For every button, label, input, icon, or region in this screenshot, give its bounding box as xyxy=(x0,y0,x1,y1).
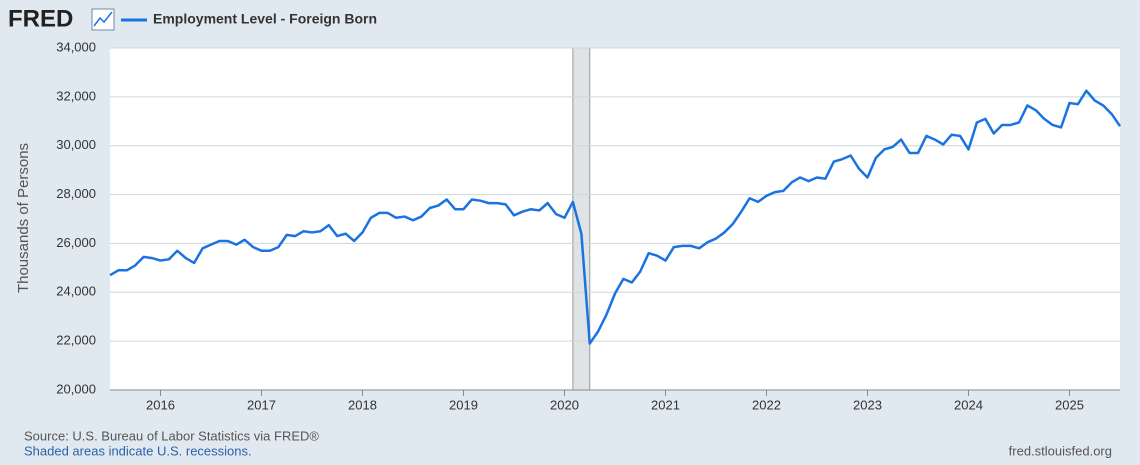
x-tick-label: 2020 xyxy=(550,397,579,412)
y-tick-label: 34,000 xyxy=(56,39,96,54)
y-axis-title: Thousands of Persons xyxy=(15,143,32,293)
recession-band xyxy=(572,47,591,391)
legend-label: Employment Level - Foreign Born xyxy=(153,11,377,27)
logo: FRED xyxy=(8,5,73,32)
logo-icon xyxy=(91,8,115,31)
x-tick-label: 2017 xyxy=(247,397,276,412)
site: fred.stlouisfed.org xyxy=(1009,443,1112,458)
x-tick-label: 2019 xyxy=(449,397,478,412)
y-tick-label: 32,000 xyxy=(56,88,96,103)
x-tick-label: 2018 xyxy=(348,397,377,412)
series-line xyxy=(109,89,1122,345)
y-tick-label: 30,000 xyxy=(56,137,96,152)
x-tick-label: 2022 xyxy=(752,397,781,412)
plot-area xyxy=(110,48,1120,390)
x-tick-label: 2023 xyxy=(853,397,882,412)
y-tick-label: 20,000 xyxy=(56,381,96,396)
y-tick-label: 22,000 xyxy=(56,333,96,348)
x-tick-label: 2016 xyxy=(146,397,175,412)
y-tick-label: 24,000 xyxy=(56,284,96,299)
y-tick-label: 26,000 xyxy=(56,235,96,250)
source: Source: U.S. Bureau of Labor Statistics … xyxy=(24,428,319,443)
x-tick-label: 2021 xyxy=(651,397,680,412)
x-tick-label: 2025 xyxy=(1055,397,1084,412)
y-tick-label: 28,000 xyxy=(56,186,96,201)
note: Shaded areas indicate U.S. recessions. xyxy=(24,443,252,458)
x-tick-label: 2024 xyxy=(954,397,983,412)
